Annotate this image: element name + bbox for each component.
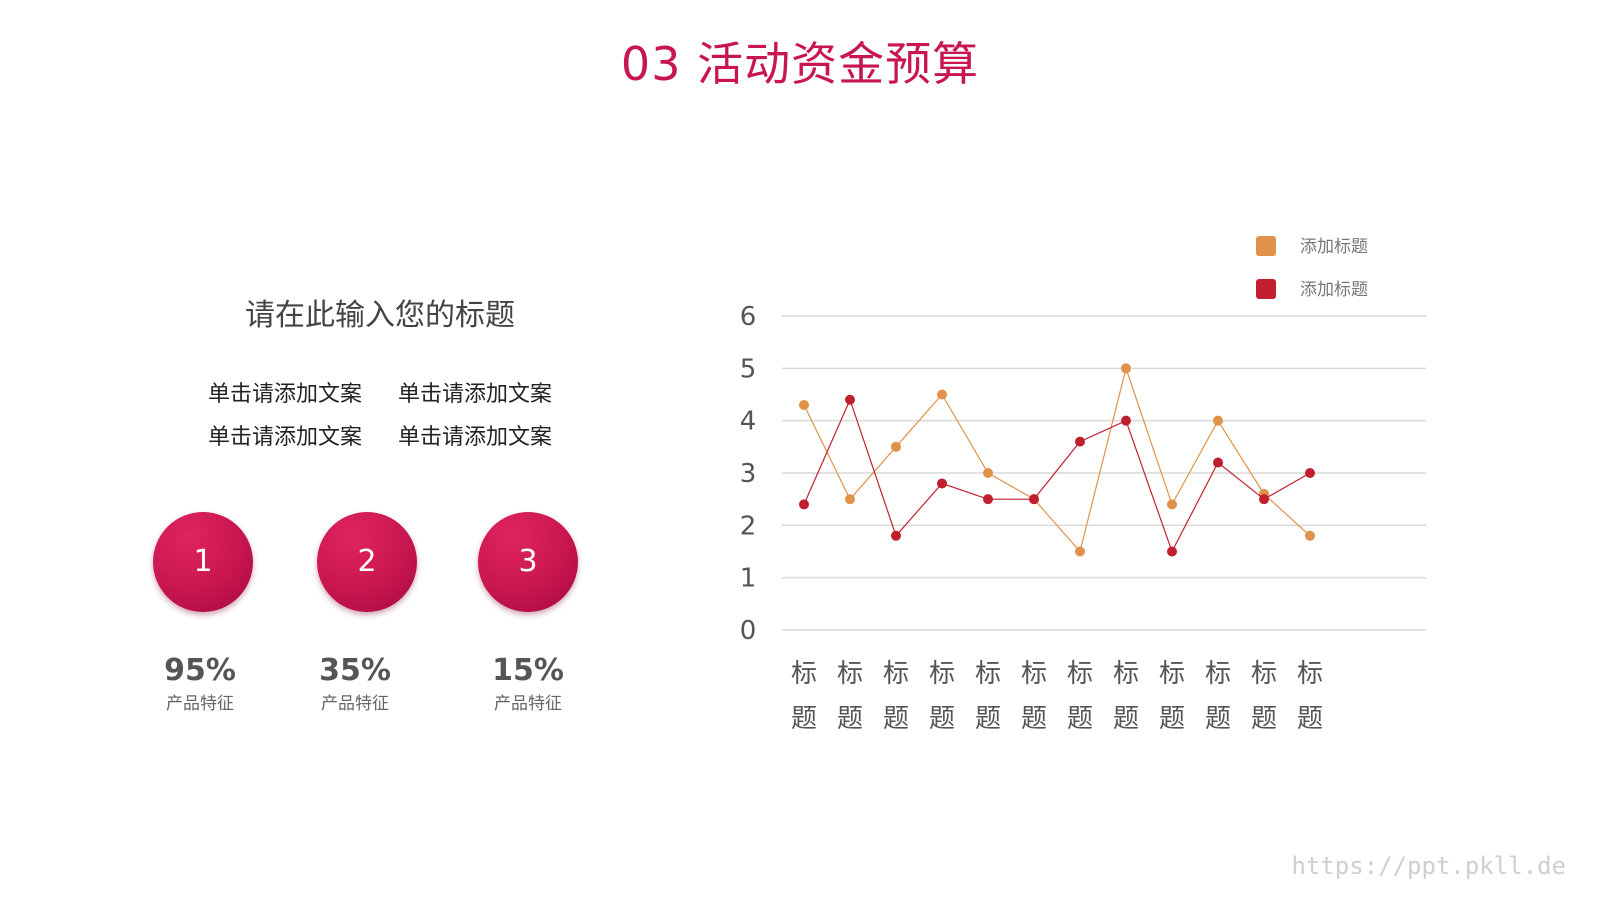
x-tick-label: 标 [883,659,909,689]
data-point-series-1 [891,441,901,452]
data-point-series-1 [937,389,947,400]
x-tick-label: 标 [837,659,863,689]
y-tick-label: 3 [740,459,757,489]
legend-label: 添加标题 [1300,280,1368,300]
legend-label: 添加标题 [1300,237,1368,257]
x-tick-label: 标 [1113,659,1139,689]
y-tick-label: 1 [740,564,757,594]
stat-label: 产品特征 [321,694,389,714]
x-tick-label: 题 [929,704,955,734]
y-tick-label: 2 [740,511,757,541]
y-tick-label: 6 [740,302,757,332]
x-tick-label: 标 [1021,659,1047,689]
data-point-series-2 [1167,546,1177,557]
data-point-series-2 [1213,457,1223,468]
x-tick-label: 题 [1205,704,1231,734]
x-tick-label: 标 [975,659,1001,689]
series-line-1 [803,366,1311,553]
series-line-2 [803,398,1311,554]
data-point-series-1 [1121,363,1131,374]
x-tick-label: 标 [1067,659,1093,689]
x-tick-label: 题 [837,704,863,734]
x-tick-label: 题 [1113,704,1139,734]
x-tick-label: 标 [929,659,955,689]
x-tick-label: 标 [1251,659,1277,689]
y-tick-label: 4 [740,407,757,437]
x-tick-label: 题 [791,704,817,734]
legend-swatch [1256,236,1276,256]
data-point-series-2 [845,394,855,405]
data-point-series-2 [1121,415,1131,426]
data-point-series-2 [799,499,809,510]
slide-title: 03 活动资金预算 [620,37,980,91]
data-point-series-1 [799,399,809,410]
y-tick-label: 0 [740,616,757,646]
x-tick-label: 题 [1297,704,1323,734]
data-point-series-2 [1075,436,1085,447]
number-badge-3: 3 [478,512,578,612]
x-tick-label: 标 [1297,659,1323,689]
data-point-series-1 [1167,499,1177,510]
number-badge-2: 2 [317,512,417,612]
x-tick-label: 标 [1205,659,1231,689]
stat-label: 产品特征 [494,694,562,714]
data-point-series-2 [1259,494,1269,505]
legend-swatch [1256,279,1276,299]
stat-value: 15% [492,653,564,688]
x-tick-label: 题 [975,704,1001,734]
x-tick-label: 标 [791,659,817,689]
data-point-series-2 [937,478,947,489]
x-tick-label: 标 [1159,659,1185,689]
caption-text[interactable]: 单击请添加文案 [208,425,363,450]
y-tick-label: 5 [740,354,757,384]
x-tick-label: 题 [1021,704,1047,734]
watermark-text: https://ppt.pkll.de [1291,852,1566,880]
data-point-series-1 [983,468,993,478]
number-badge-1: 1 [153,512,253,612]
x-tick-label: 题 [1251,704,1277,734]
caption-text[interactable]: 单击请添加文案 [398,425,553,450]
data-point-series-1 [1305,530,1315,541]
caption-text[interactable]: 单击请添加文案 [398,382,553,407]
stat-value: 35% [319,653,391,688]
data-point-series-2 [1305,468,1315,478]
left-heading: 请在此输入您的标题 [245,298,515,333]
x-tick-label: 题 [1159,704,1185,734]
caption-text[interactable]: 单击请添加文案 [208,382,363,407]
data-point-series-2 [1029,494,1039,505]
x-tick-label: 题 [1067,704,1093,734]
x-tick-label: 题 [883,704,909,734]
data-point-series-2 [983,494,993,505]
data-point-series-1 [1075,546,1085,557]
data-point-series-1 [1213,415,1223,426]
data-point-series-2 [891,530,901,541]
stat-value: 95% [164,653,236,688]
data-point-series-1 [845,494,855,505]
stat-label: 产品特征 [166,694,234,714]
